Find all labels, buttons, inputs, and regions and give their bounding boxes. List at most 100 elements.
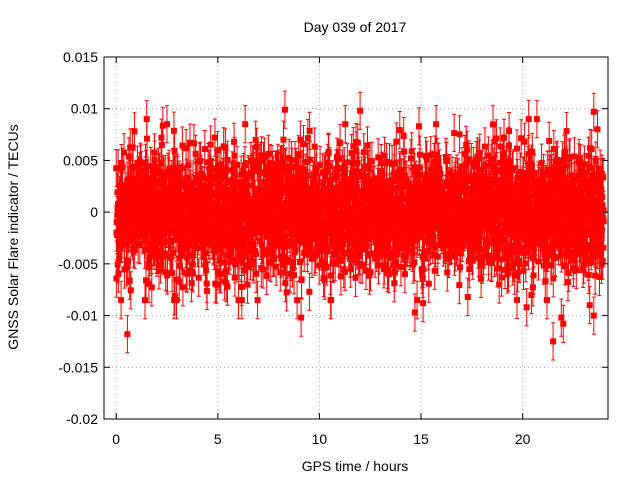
data-point [409, 249, 416, 256]
data-point [310, 229, 316, 236]
data-point [548, 170, 555, 176]
data-point [499, 230, 506, 237]
data-point [288, 157, 295, 164]
data-point [296, 224, 303, 230]
data-point [240, 253, 247, 260]
data-point [168, 176, 175, 183]
data-point [559, 219, 566, 226]
data-point [141, 178, 147, 185]
data-point [526, 196, 533, 203]
data-point [315, 222, 322, 229]
data-point [156, 267, 162, 274]
data-point [285, 210, 292, 217]
data-point [590, 181, 597, 188]
data-point [574, 247, 581, 254]
data-point [213, 281, 220, 288]
data-point [183, 145, 190, 152]
data-point [230, 204, 237, 211]
data-point [199, 237, 206, 244]
data-point [164, 193, 171, 200]
data-point [577, 160, 584, 167]
data-point [549, 180, 556, 187]
data-point [280, 262, 287, 268]
data-point [550, 146, 557, 152]
data-point [484, 243, 491, 250]
data-point [548, 252, 555, 259]
data-point [545, 205, 552, 212]
data-point [487, 177, 494, 184]
data-point [259, 229, 266, 236]
data-point [564, 216, 571, 223]
data-point [269, 161, 275, 168]
data-point [202, 250, 209, 257]
data-point [159, 181, 166, 187]
data-point [600, 218, 607, 225]
data-point [144, 174, 151, 181]
data-point [504, 191, 511, 198]
data-point [391, 280, 398, 287]
data-point [310, 177, 317, 184]
data-point [549, 201, 556, 208]
data-point [370, 204, 377, 211]
data-point [558, 234, 565, 241]
data-point [179, 165, 186, 172]
data-point [387, 207, 394, 214]
data-point [169, 270, 176, 277]
data-point [241, 242, 248, 249]
data-point [390, 195, 397, 202]
data-point [504, 255, 510, 262]
data-point [416, 228, 423, 235]
data-point [313, 170, 319, 177]
data-point [586, 183, 593, 189]
data-point [469, 257, 476, 264]
data-point [564, 197, 570, 204]
data-point [367, 179, 374, 186]
data-point [529, 284, 536, 291]
data-point [413, 209, 420, 216]
data-point [458, 189, 465, 195]
data-point [493, 135, 500, 142]
data-point [496, 281, 503, 288]
data-point [182, 184, 189, 191]
data-point [330, 251, 337, 258]
data-point [585, 271, 592, 278]
data-point [345, 198, 352, 205]
data-point [480, 172, 487, 179]
data-point [514, 270, 521, 277]
data-point [592, 272, 599, 279]
data-point [246, 196, 253, 202]
data-point [574, 196, 581, 203]
data-point [455, 203, 462, 209]
data-point [401, 236, 408, 243]
data-point [589, 195, 596, 202]
data-point [134, 161, 141, 168]
data-point [162, 206, 169, 213]
data-point [366, 272, 373, 279]
data-point [136, 242, 143, 249]
data-point [204, 288, 211, 294]
data-point [424, 171, 431, 178]
data-point [558, 314, 565, 321]
data-point [244, 192, 251, 199]
data-point [527, 167, 534, 174]
data-point [521, 250, 527, 257]
data-point [503, 162, 510, 169]
data-point [362, 228, 369, 235]
data-point [373, 219, 380, 226]
data-point [549, 239, 556, 246]
data-point [158, 134, 165, 141]
data-point [243, 236, 250, 243]
data-point [487, 193, 494, 200]
data-point [454, 194, 461, 201]
data-point [530, 181, 537, 188]
data-point [322, 168, 329, 175]
data-point [506, 157, 513, 164]
data-point [416, 171, 422, 178]
data-point [553, 170, 560, 176]
data-point [572, 241, 579, 248]
data-point [459, 163, 465, 170]
data-point [579, 232, 586, 239]
data-point [252, 136, 259, 143]
data-point [585, 152, 592, 159]
data-point [347, 265, 354, 272]
